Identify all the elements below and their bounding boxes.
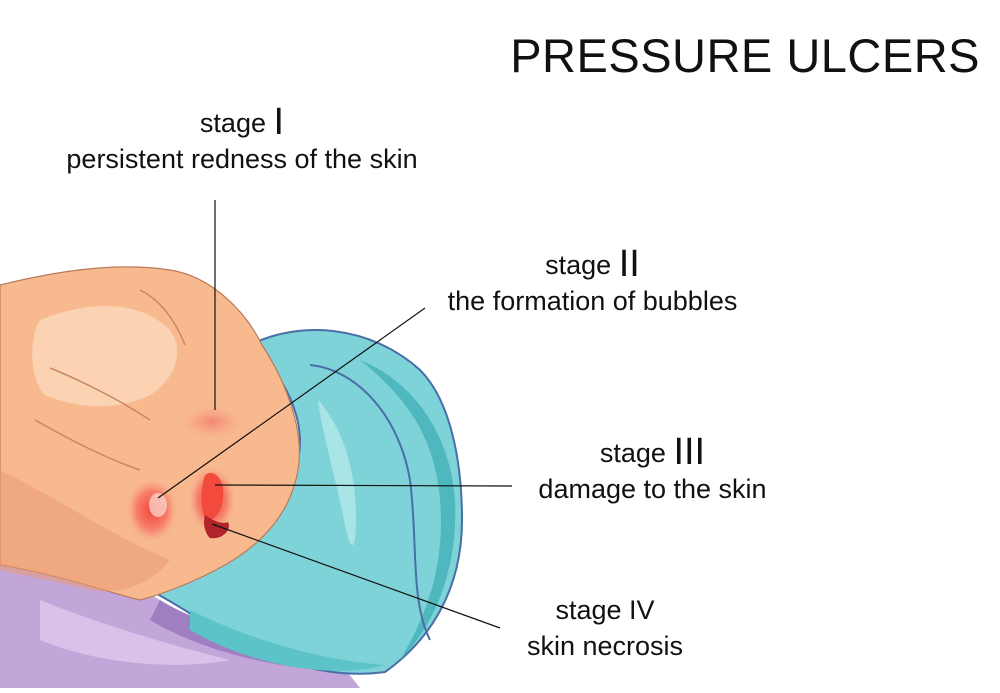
skin-lower-shade — [0, 470, 170, 592]
stage-1-redness — [182, 406, 242, 438]
stage-3-heading: stage III — [505, 431, 800, 473]
stage-3-label: stage III damage to the skin — [505, 431, 800, 507]
pillow-highlight — [318, 400, 356, 546]
skin-crease-3 — [139, 289, 186, 346]
stage-4-heading: stage IV — [500, 592, 710, 628]
stage-3-description: damage to the skin — [538, 474, 767, 504]
stage-numeral: IV — [629, 595, 655, 625]
stage-1-label: stage I persistent redness of the skin — [22, 101, 462, 177]
stage-2-blister-core — [149, 493, 167, 517]
pillow-shade — [360, 360, 456, 660]
stage-word: stage — [555, 595, 622, 625]
leader-line-stage-3 — [214, 484, 513, 487]
stage-1-heading: stage I — [22, 101, 462, 143]
skin-crease-1 — [49, 367, 151, 421]
stage-2-label: stage II the formation of bubbles — [410, 243, 775, 319]
stage-numeral: II — [618, 243, 640, 285]
leader-line-stage-2 — [157, 307, 426, 499]
stage-word: stage — [199, 108, 266, 138]
leader-line-stage-4 — [211, 523, 501, 629]
pillow-inner-outline — [309, 364, 431, 641]
bedsheet-fold — [40, 600, 230, 665]
pillow-lower-shade — [190, 610, 385, 671]
page-title: PRESSURE ULCERS — [510, 29, 980, 82]
stage-4-necrosis — [204, 515, 229, 539]
stage-4-label: stage IV skin necrosis — [500, 592, 710, 664]
stage-word: stage — [599, 438, 666, 468]
stage-2-heading: stage II — [410, 243, 775, 285]
skin-crease-2 — [34, 419, 141, 471]
skin-highlight — [32, 306, 178, 407]
stage-numeral: III — [673, 431, 706, 473]
stage-word: stage — [545, 250, 612, 280]
stage-2-description: the formation of bubbles — [447, 286, 738, 316]
stage-numeral: I — [273, 101, 285, 143]
stage-1-description: persistent redness of the skin — [66, 144, 418, 174]
stage-4-description: skin necrosis — [526, 631, 684, 661]
